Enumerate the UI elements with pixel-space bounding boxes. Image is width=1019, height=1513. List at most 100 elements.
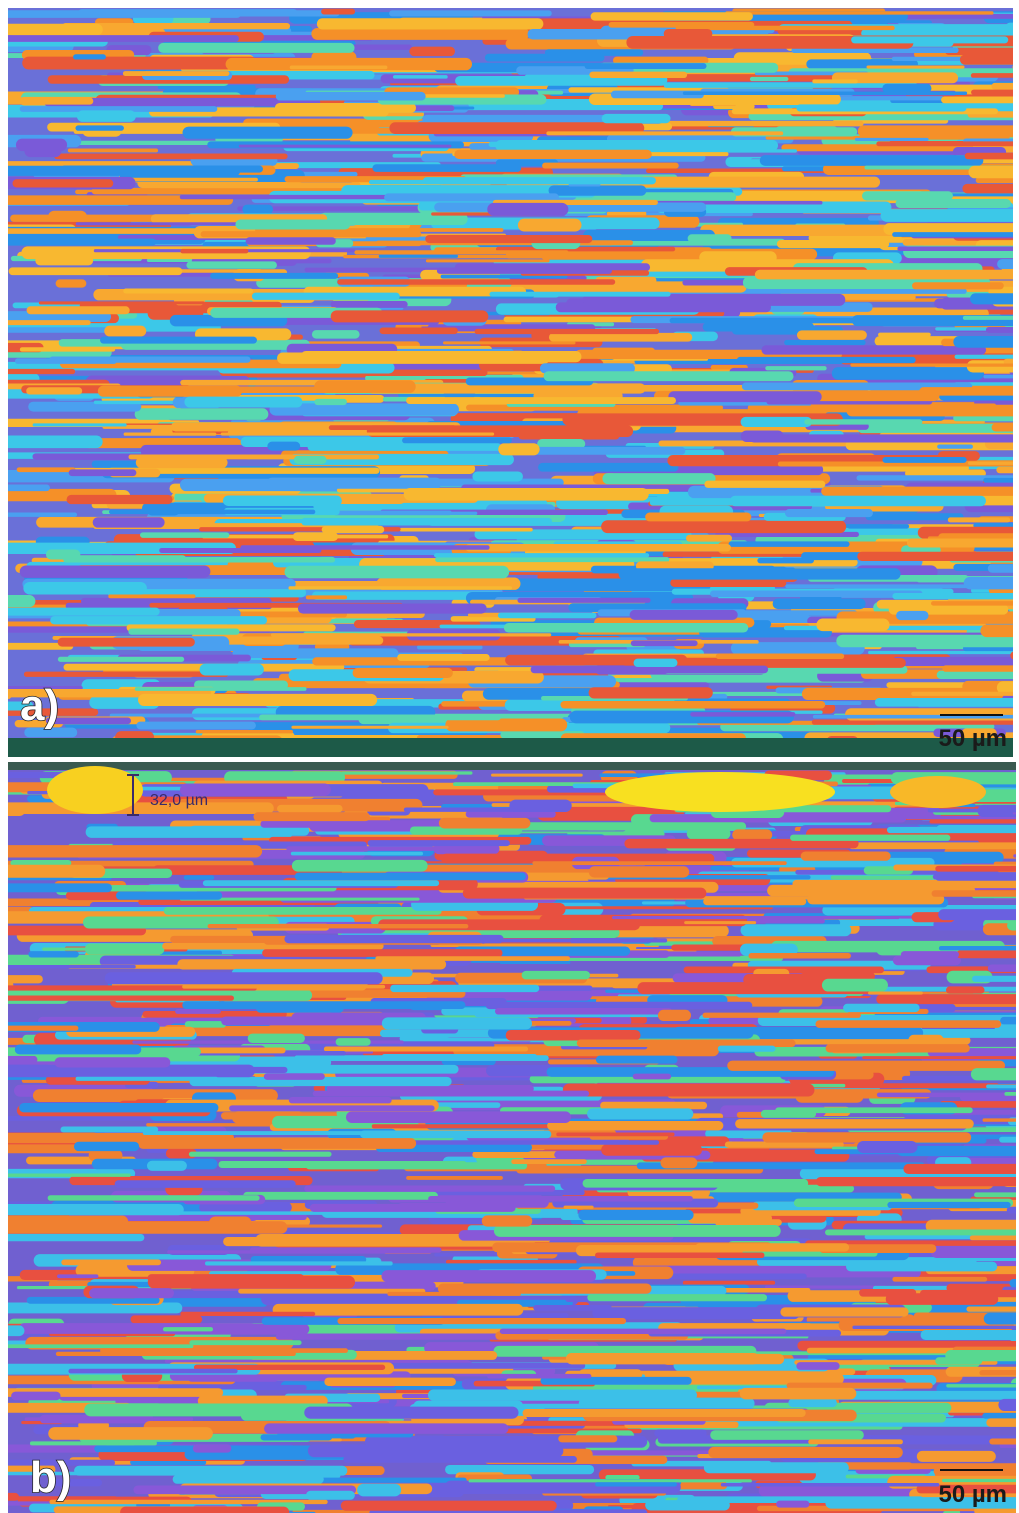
grain	[757, 557, 814, 564]
grain	[146, 258, 203, 262]
grain	[75, 1076, 218, 1081]
grain	[333, 510, 452, 516]
grain	[493, 1224, 781, 1237]
grain	[468, 1479, 752, 1483]
grain	[73, 54, 106, 60]
grain	[389, 10, 552, 17]
grain	[8, 1459, 115, 1466]
grain	[947, 517, 1011, 523]
grain	[999, 1136, 1016, 1143]
grain	[163, 907, 442, 915]
grain	[788, 1398, 837, 1408]
grain	[605, 1475, 640, 1480]
grain	[245, 237, 336, 245]
grain	[807, 894, 945, 905]
grain	[324, 1377, 456, 1387]
grain	[120, 1506, 290, 1513]
grain	[548, 185, 647, 196]
grain	[8, 228, 254, 234]
grain	[749, 76, 789, 82]
grain	[61, 1259, 162, 1266]
grain	[916, 1484, 1016, 1494]
grain	[8, 484, 50, 492]
grain	[724, 1141, 844, 1148]
grain	[979, 1370, 1016, 1376]
grain	[511, 1159, 587, 1165]
grain	[857, 423, 1013, 434]
grain	[821, 486, 1013, 496]
grain	[772, 598, 866, 610]
grain	[670, 578, 787, 587]
grain	[8, 1204, 184, 1216]
grain	[104, 972, 383, 985]
grain	[660, 1157, 698, 1169]
grain	[843, 1003, 920, 1013]
grain	[238, 144, 452, 148]
grain	[998, 1398, 1016, 1411]
grain	[286, 846, 477, 851]
grain	[578, 1369, 643, 1379]
grain	[916, 1450, 996, 1462]
grain	[936, 670, 1013, 679]
grain	[959, 54, 1013, 65]
grain	[207, 923, 469, 929]
grain	[831, 367, 985, 380]
grain	[946, 1384, 1016, 1388]
grain	[343, 1456, 577, 1463]
grain	[264, 1423, 509, 1434]
grain	[700, 288, 967, 294]
grain	[687, 1213, 773, 1224]
grain	[335, 1038, 371, 1046]
grain	[8, 1025, 79, 1031]
grain	[704, 480, 826, 488]
grain	[189, 1076, 452, 1087]
grain	[852, 1325, 1016, 1330]
grain	[997, 259, 1013, 270]
grain	[8, 1496, 117, 1501]
grain	[961, 728, 997, 738]
grain	[311, 591, 503, 600]
grain	[945, 1349, 1016, 1362]
grain	[764, 1285, 887, 1289]
grain	[953, 336, 1013, 348]
grain	[836, 634, 1013, 648]
grain	[762, 1132, 972, 1143]
grain	[184, 1021, 227, 1028]
grain	[19, 1102, 219, 1113]
grain	[912, 282, 1004, 290]
grain	[266, 477, 442, 489]
grain	[999, 1444, 1016, 1448]
grain	[618, 568, 901, 580]
grain	[434, 553, 650, 558]
grain	[162, 1327, 214, 1332]
grain	[851, 36, 1009, 44]
grain	[232, 648, 399, 658]
grain	[927, 808, 1016, 813]
grain	[297, 603, 487, 614]
grain	[202, 880, 440, 887]
grain	[10, 859, 72, 867]
grain	[785, 509, 873, 518]
grain	[318, 212, 468, 226]
grain	[123, 432, 217, 436]
grain	[522, 1409, 806, 1418]
grain	[367, 840, 510, 847]
grain	[811, 719, 1013, 725]
grain	[454, 149, 652, 160]
grain	[558, 1435, 618, 1443]
grain	[15, 138, 68, 152]
grain	[537, 439, 586, 449]
grain	[862, 191, 953, 201]
grain	[275, 91, 426, 101]
grain	[601, 113, 671, 124]
grain	[200, 231, 422, 238]
grain	[503, 316, 650, 323]
grain	[29, 1441, 157, 1446]
grain	[189, 825, 310, 836]
grain	[182, 1001, 466, 1009]
grain	[538, 462, 679, 472]
grain	[455, 75, 550, 86]
grain	[897, 13, 1013, 19]
grain	[406, 1176, 503, 1180]
